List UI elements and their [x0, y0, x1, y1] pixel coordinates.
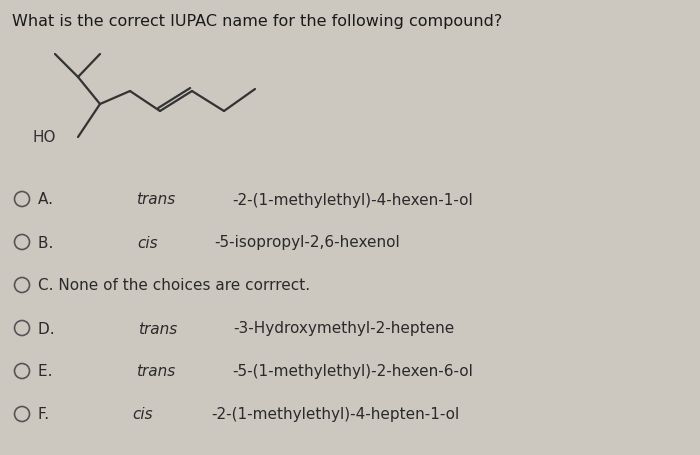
Text: -2-(1-methylethyl)-4-hexen-1-ol: -2-(1-methylethyl)-4-hexen-1-ol: [232, 192, 473, 207]
Text: HO: HO: [32, 130, 56, 145]
Text: F.: F.: [38, 407, 53, 422]
Text: cis: cis: [132, 407, 153, 422]
Text: -3-Hydroxymethyl-2-heptene: -3-Hydroxymethyl-2-heptene: [234, 321, 455, 336]
Text: E.: E.: [38, 364, 57, 379]
Text: -5-isopropyl-2,6-hexenol: -5-isopropyl-2,6-hexenol: [214, 235, 400, 250]
Text: -2-(1-methylethyl)-4-hepten-1-ol: -2-(1-methylethyl)-4-hepten-1-ol: [211, 407, 459, 422]
Text: cis: cis: [136, 235, 158, 250]
Text: D.: D.: [38, 321, 59, 336]
Text: A.: A.: [38, 192, 57, 207]
Text: C. None of the choices are corrrect.: C. None of the choices are corrrect.: [38, 278, 309, 293]
Text: -5-(1-methylethyl)-2-hexen-6-ol: -5-(1-methylethyl)-2-hexen-6-ol: [232, 364, 473, 379]
Text: B.: B.: [38, 235, 57, 250]
Text: trans: trans: [138, 321, 177, 336]
Text: trans: trans: [136, 364, 175, 379]
Text: What is the correct IUPAC name for the following compound?: What is the correct IUPAC name for the f…: [12, 14, 503, 29]
Text: trans: trans: [136, 192, 176, 207]
